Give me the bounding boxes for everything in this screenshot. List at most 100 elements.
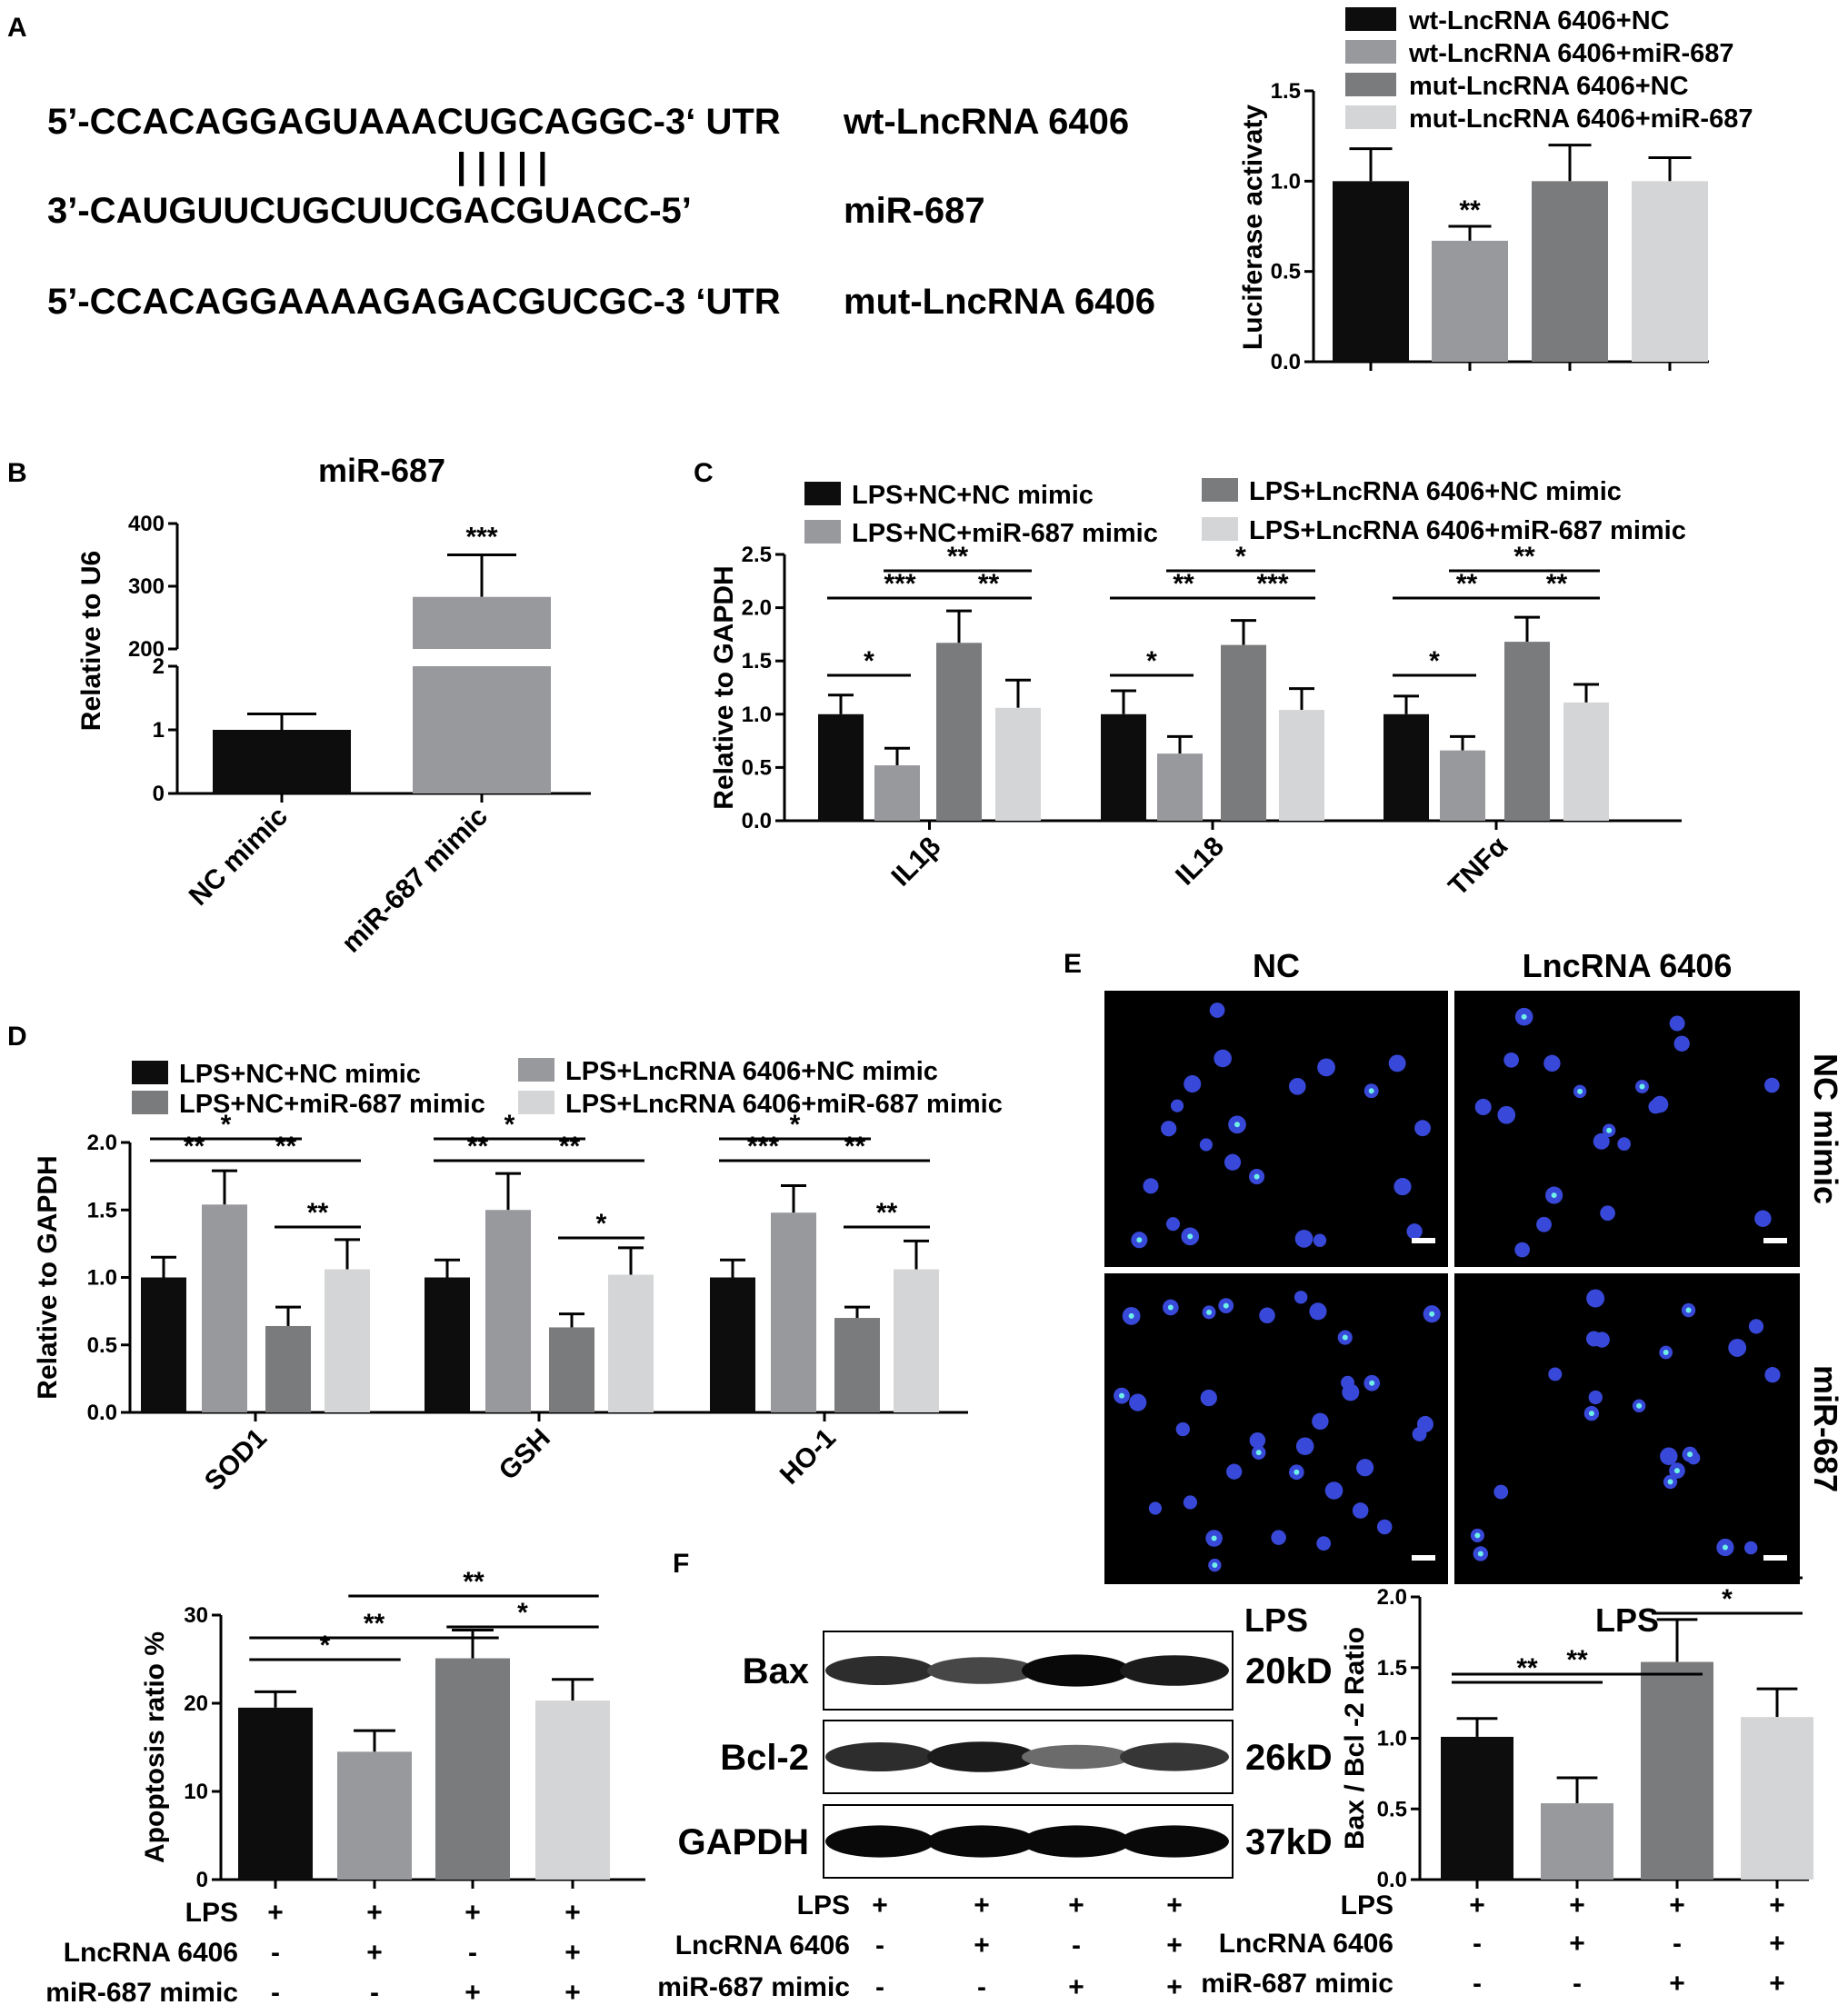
cell-tunel-signal	[1663, 1350, 1669, 1356]
cell-tunel-signal	[1211, 1535, 1217, 1541]
cell-nucleus	[1660, 1447, 1678, 1465]
chart-f-ratio-bar	[1641, 1661, 1713, 1880]
chart-f-ratio-significance: *	[1722, 1584, 1733, 1614]
conditions-f-label: LncRNA 6406	[1219, 1929, 1393, 1959]
cell-tunel-signal	[1223, 1302, 1229, 1309]
chart-c-y-tick-label: 2.5	[742, 543, 772, 567]
conditions-e-sign: -	[468, 1938, 477, 1968]
chart-f-ratio-bar	[1541, 1803, 1613, 1880]
conditions-western-sign: +	[1068, 1890, 1084, 1920]
conditions-f-sign: +	[1569, 1890, 1585, 1920]
cell-nucleus	[1414, 1120, 1431, 1137]
chart-d-x-tick-label: GSH	[494, 1423, 556, 1486]
chart-b-bar-lower	[413, 666, 551, 793]
panel-label-f: F	[673, 1549, 689, 1579]
cell-nucleus	[1271, 1530, 1286, 1545]
cell-tunel-signal	[1477, 1551, 1483, 1557]
conditions-e-sign: +	[366, 1938, 383, 1968]
chart-f-ratio-y-tick-label: 2.0	[1377, 1585, 1407, 1610]
cell-nucleus	[1593, 1332, 1610, 1348]
chart-c-significance: **	[1546, 569, 1568, 599]
chart-d-bar	[608, 1274, 654, 1412]
micro-bottom-lps-1: LPS	[1244, 1601, 1308, 1639]
cell-nucleus	[1548, 1367, 1563, 1382]
cell-tunel-signal	[1577, 1088, 1583, 1094]
chart-c-legend-swatch	[1202, 517, 1238, 541]
chart-c-legend-label: LPS+NC+NC mimic	[852, 481, 1094, 510]
chart-c-x-tick-label: IL18	[1170, 832, 1230, 892]
name-wt: wt-LncRNA 6406	[843, 102, 1129, 142]
chart-b-y-tick-label: 300	[128, 574, 165, 599]
chart-b-bar	[213, 730, 351, 793]
chart-d-bar	[549, 1327, 594, 1412]
chart-c-significance: *	[864, 646, 874, 676]
conditions-western-sign: +	[974, 1890, 990, 1920]
cell-nucleus	[1148, 1501, 1163, 1515]
cell-nucleus	[1376, 1519, 1393, 1535]
chart-d-legend-swatch	[518, 1091, 554, 1114]
cell-tunel-signal	[1673, 1468, 1680, 1474]
cell-tunel-signal	[1429, 1311, 1435, 1317]
chart-f-ratio-significance: **	[1566, 1645, 1588, 1675]
cell-nucleus	[1651, 1095, 1669, 1113]
panel-label-b: B	[7, 458, 27, 488]
conditions-western-sign: -	[875, 1930, 884, 1960]
cell-nucleus	[1183, 1495, 1198, 1510]
chart-c-legend-label: LPS+LncRNA 6406+miR-687 mimic	[1249, 516, 1686, 545]
chart-d-significance: *	[596, 1209, 607, 1239]
blot-band	[1022, 1825, 1131, 1858]
chart-e-apoptosis-y-tick-label: 10	[184, 1780, 208, 1804]
chart-b-significance: ***	[465, 523, 497, 553]
chart-f-ratio-y-tick-label: 0.0	[1377, 1868, 1407, 1892]
conditions-f-sign: +	[1769, 1890, 1785, 1920]
chart-c-legend-swatch	[804, 520, 841, 544]
chart-d-bar	[425, 1277, 470, 1412]
chart-d-bar	[325, 1269, 370, 1412]
chart-f-ratio-y-tick-label: 0.5	[1377, 1797, 1407, 1821]
name-mir687: miR-687	[844, 191, 985, 231]
cell-nucleus	[1341, 1375, 1354, 1390]
blot-band	[1120, 1742, 1229, 1771]
conditions-western-sign: +	[1068, 1972, 1084, 2002]
conditions-western-sign: +	[1166, 1930, 1183, 1960]
chart-f-ratio-y-label: Bax / Bcl -2 Ratio	[1340, 1627, 1370, 1850]
cell-nucleus	[1586, 1289, 1605, 1308]
chart-a-legend-swatch	[1345, 7, 1396, 31]
chart-d-legend-swatch	[132, 1091, 168, 1114]
chart-c-bar	[1504, 642, 1550, 821]
cell-nucleus	[1214, 1049, 1232, 1068]
panel-label-d: D	[7, 1022, 27, 1052]
chart-f-ratio-significance: ***	[1661, 1549, 1693, 1579]
blot-band	[927, 1741, 1036, 1772]
chart-b-y-label: Relative to U6	[76, 551, 106, 731]
cell-tunel-signal	[1474, 1532, 1481, 1539]
chart-a-legend-label: mut-LncRNA 6406+miR-687	[1409, 105, 1753, 134]
cell-nucleus	[1588, 1390, 1603, 1405]
cell-nucleus	[1312, 1412, 1329, 1431]
chart-e-apoptosis-y-label: Apoptosis ratio %	[140, 1631, 170, 1863]
chart-e-apoptosis-y-tick-label: 30	[184, 1603, 208, 1628]
cell-tunel-signal	[1636, 1402, 1643, 1409]
cell-tunel-signal	[1588, 1411, 1594, 1417]
cell-tunel-signal	[1167, 1304, 1174, 1311]
chart-c-x-tick-label: IL1β	[886, 832, 947, 893]
chart-f-ratio-bar	[1441, 1736, 1513, 1880]
cell-nucleus	[1295, 1437, 1314, 1456]
chart-a-legend-swatch	[1345, 40, 1396, 64]
chart-e-apoptosis-y-tick-label: 20	[184, 1691, 208, 1716]
chart-c-y-tick-label: 0.5	[742, 755, 772, 780]
cell-nucleus	[1593, 1132, 1610, 1150]
chart-d-bar	[141, 1277, 186, 1412]
chart-c-bar	[1101, 713, 1146, 821]
chart-d-significance: ***	[747, 1132, 779, 1162]
cell-nucleus	[1161, 1121, 1177, 1137]
cell-nucleus	[1309, 1302, 1327, 1321]
scale-bar	[1412, 1238, 1435, 1243]
cell-nucleus	[1294, 1229, 1314, 1248]
cell-nucleus	[1165, 1217, 1181, 1232]
chart-b-y-tick-label: 2	[153, 654, 165, 679]
blot-band	[825, 1656, 934, 1685]
blot-band	[825, 1742, 934, 1771]
